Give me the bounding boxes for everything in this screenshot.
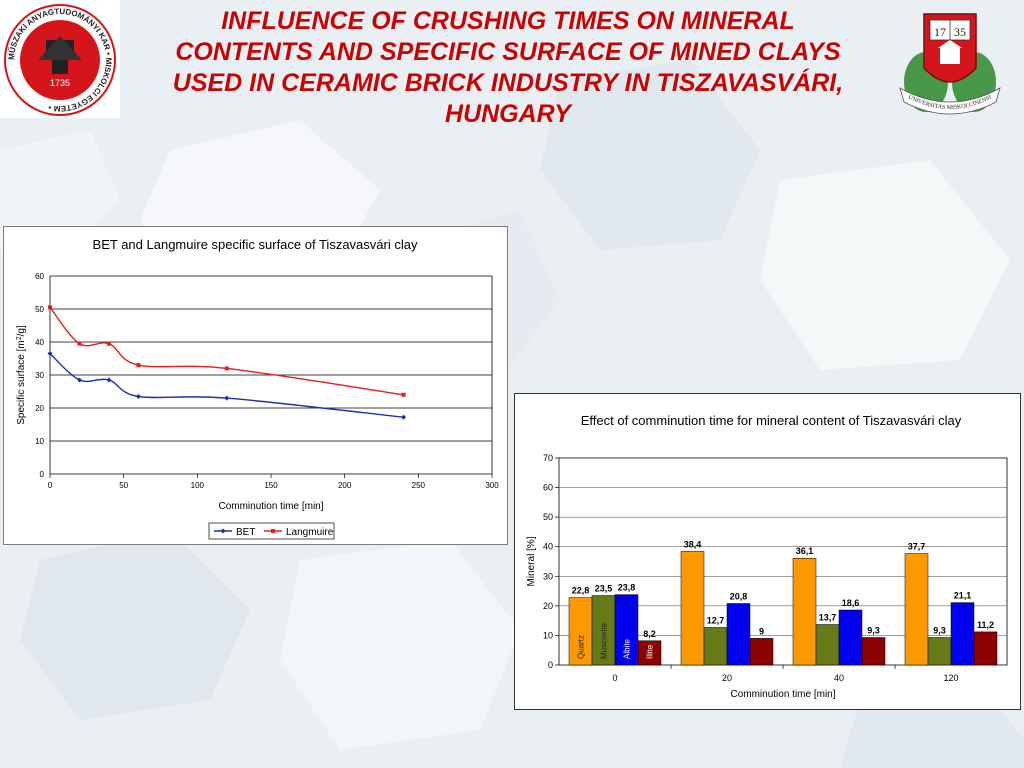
bar-value-label: 9 (759, 626, 764, 636)
data-point-langmuire (401, 392, 406, 397)
data-point-bet (76, 377, 82, 383)
y-axis-label: Mineral [%] (526, 536, 537, 586)
mineral-bar-chart-svg: Effect of comminution time for mineral c… (526, 413, 1008, 700)
y-tick-label: 60 (543, 483, 553, 493)
bar-albite (950, 602, 975, 666)
faculty-logo: 1735 MŰSZAKI ANYAGTUDOMÁNYI KAR • MISKOL… (0, 0, 120, 118)
data-point-bet (47, 351, 53, 357)
data-point-langmuire (106, 341, 111, 346)
bar-muscovite (815, 624, 840, 666)
y-tick-label: 40 (543, 542, 553, 552)
x-axis-label: Comminution time [min] (730, 689, 835, 700)
bar-value-label: 20,8 (730, 591, 748, 601)
data-point-langmuire (48, 305, 52, 310)
crest-year-right: 35 (954, 25, 966, 39)
bar-albite (838, 609, 863, 666)
legend-label: BET (236, 527, 255, 538)
data-point-langmuire (77, 341, 82, 346)
y-axis-label: Specific surface [m2/g] (16, 325, 28, 425)
x-tick-label: 0 (612, 673, 617, 683)
title-line: CONTENTS AND SPECIFIC SURFACE OF MINED C… (175, 38, 841, 66)
x-tick-label: 0 (48, 481, 53, 490)
x-axis-label: Comminution time [min] (218, 501, 323, 512)
bar-value-label: 9,3 (867, 625, 880, 635)
mineral-bar-chart: Effect of comminution time for mineral c… (514, 393, 1021, 710)
y-tick-label: 0 (40, 470, 45, 479)
bar-quartz (904, 553, 929, 666)
y-tick-label: 10 (35, 437, 44, 446)
bar-value-label: 23,5 (595, 584, 613, 594)
bar-value-label: 38,4 (684, 539, 702, 549)
legend-marker (220, 528, 226, 534)
series-line-langmuire (49, 306, 404, 396)
legend-marker (271, 529, 275, 533)
y-tick-label: 40 (35, 338, 44, 347)
bar-series-label: Quartz (577, 635, 586, 659)
x-tick-label: 150 (264, 481, 278, 490)
bar-value-label: 12,7 (707, 615, 725, 625)
data-point-bet (106, 377, 112, 383)
bar-value-label: 9,3 (933, 625, 946, 635)
bar-value-label: 8,2 (643, 629, 656, 639)
surface-line-chart: BET and Langmuire specific surface of Ti… (3, 226, 508, 545)
bar-series-label: Muscovite (600, 622, 609, 659)
bar-quartz (680, 551, 705, 666)
bar-muscovite (703, 627, 728, 666)
data-point-bet (135, 393, 141, 399)
y-tick-label: 70 (543, 453, 553, 463)
x-tick-label: 200 (338, 481, 352, 490)
title-line: USED IN CERAMIC BRICK INDUSTRY IN TISZAV… (172, 69, 844, 97)
x-tick-label: 250 (412, 481, 426, 490)
bar-illite (973, 631, 998, 666)
x-tick-label: 50 (119, 481, 128, 490)
data-point-bet (401, 414, 407, 420)
bar-muscovite (927, 637, 952, 666)
surface-line-chart-svg: BET and Langmuire specific surface of Ti… (16, 237, 499, 540)
title-line: INFLUENCE OF CRUSHING TIMES ON MINERAL (221, 7, 795, 35)
x-tick-label: 120 (943, 673, 958, 683)
bar-albite (726, 603, 751, 666)
title-line: HUNGARY (445, 100, 571, 128)
logo-year-text: 1735 (50, 78, 70, 88)
bar-quartz (792, 557, 817, 666)
legend-label: Langmuire (286, 527, 334, 538)
x-tick-label: 20 (722, 673, 732, 683)
data-point-bet (224, 395, 230, 401)
x-tick-label: 100 (191, 481, 205, 490)
bar-value-label: 36,1 (796, 546, 814, 556)
bar-albite (614, 594, 639, 666)
university-crest: 17 35 UNIVERSITAS MISKOLCINENSIS (894, 8, 1004, 120)
bar-value-label: 22,8 (572, 586, 590, 596)
y-tick-label: 0 (548, 660, 553, 670)
x-tick-label: 40 (834, 673, 844, 683)
bar-value-label: 23,8 (618, 583, 636, 593)
data-point-langmuire (224, 366, 229, 371)
y-tick-label: 50 (35, 305, 44, 314)
bar-value-label: 13,7 (819, 612, 837, 622)
bar-illite (861, 637, 886, 666)
bar-value-label: 11,2 (977, 620, 994, 630)
data-point-langmuire (136, 363, 141, 368)
y-tick-label: 30 (35, 371, 44, 380)
y-tick-label: 50 (543, 512, 553, 522)
bar-value-label: 37,7 (908, 542, 926, 552)
y-tick-label: 30 (543, 571, 553, 581)
bar-series-label: Illite (646, 644, 655, 659)
bar-illite (749, 638, 774, 666)
bar-value-label: 21,1 (954, 591, 972, 601)
y-tick-label: 10 (543, 630, 553, 640)
bar-series-label: Albite (623, 638, 632, 659)
y-tick-label: 20 (543, 601, 553, 611)
chart-title: BET and Langmuire specific surface of Ti… (93, 237, 418, 252)
y-tick-label: 20 (35, 404, 44, 413)
x-tick-label: 300 (485, 481, 499, 490)
crest-year-left: 17 (934, 25, 946, 39)
bar-value-label: 18,6 (842, 598, 860, 608)
bar-illite (637, 640, 662, 666)
chart-title: Effect of comminution time for mineral c… (581, 413, 962, 428)
slide-title: INFLUENCE OF CRUSHING TIMES ON MINERAL C… (122, 6, 894, 130)
y-tick-label: 60 (35, 272, 44, 281)
